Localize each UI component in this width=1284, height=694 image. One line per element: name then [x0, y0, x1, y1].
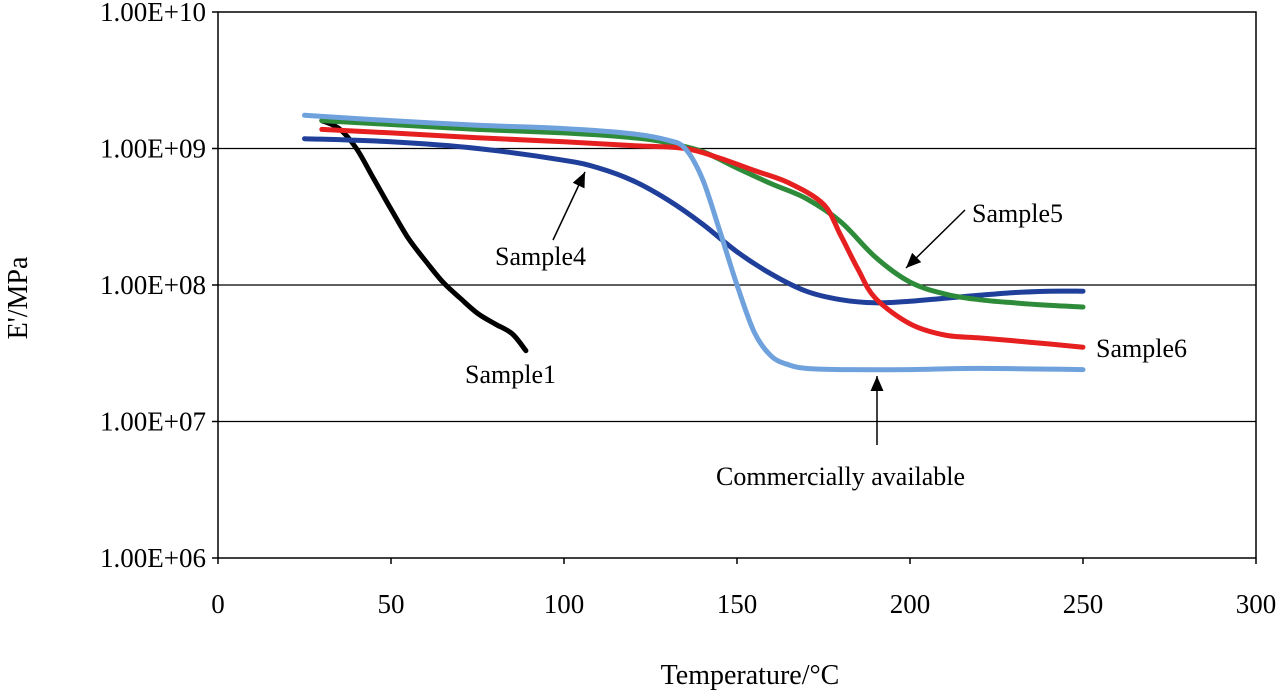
series-line-commercially-available — [302, 112, 1086, 373]
y-tick-label-0: 1.00E+06 — [100, 543, 206, 573]
x-axis-ticks: 0 50 100 150 200 250 300 — [211, 558, 1276, 619]
series-line-sample1 — [319, 118, 529, 354]
x-axis-title: Temperature/°C — [661, 660, 840, 691]
annotation-sample1: Sample1 — [465, 360, 556, 389]
y-tick-label-2: 1.00E+08 — [100, 270, 206, 300]
arrow-head-commercially-available — [870, 376, 884, 391]
arrow-head-sample4 — [572, 172, 585, 189]
series-lines — [302, 112, 1086, 373]
arrow-head-sample5 — [906, 252, 922, 268]
annotation-commercially-available: Commercially available — [716, 462, 965, 491]
x-tick-label-1: 50 — [378, 589, 405, 619]
x-tick-label-4: 200 — [890, 589, 931, 619]
y-tick-label-3: 1.00E+09 — [100, 134, 206, 164]
annotation-sample6: Sample6 — [1096, 334, 1187, 363]
annotation-sample4: Sample4 — [495, 242, 586, 271]
annotations: Sample1 Sample4 Sample5 Sample6 Commerci… — [465, 199, 1187, 491]
x-tick-label-6: 300 — [1236, 589, 1277, 619]
x-tick-label-0: 0 — [211, 589, 225, 619]
series-line-sample4 — [302, 136, 1086, 306]
x-tick-label-3: 150 — [717, 589, 758, 619]
y-axis-ticks: 1.00E+06 1.00E+07 1.00E+08 1.00E+09 1.00E+10 — [100, 0, 218, 573]
annotation-sample5: Sample5 — [972, 199, 1063, 228]
y-tick-label-4: 1.00E+10 — [100, 0, 206, 27]
y-tick-label-1: 1.00E+07 — [100, 407, 206, 437]
x-tick-label-5: 250 — [1063, 589, 1104, 619]
series-line-sample6 — [319, 126, 1086, 350]
annotation-arrows — [552, 171, 966, 445]
x-tick-label-2: 100 — [544, 589, 585, 619]
series-line-sample5 — [319, 118, 1086, 310]
y-axis-title: E'/MPa — [3, 256, 34, 339]
